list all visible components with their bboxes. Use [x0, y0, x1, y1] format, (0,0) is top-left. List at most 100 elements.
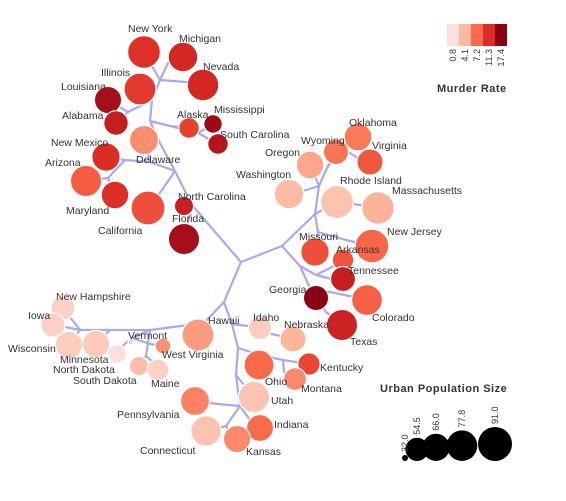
label-nebraska: Nebraska [284, 319, 329, 331]
color-legend-swatches [447, 24, 507, 46]
label-delaware: Delaware [136, 154, 181, 166]
node-north-carolina [173, 195, 195, 217]
node-oklahoma [343, 122, 373, 152]
node-north-dakota [107, 344, 127, 364]
branch-2 [203, 261, 243, 324]
node-nevada [186, 68, 220, 102]
label-arizona: Arizona [45, 157, 81, 169]
size-circle-4 [478, 427, 512, 461]
state-nodes [40, 34, 395, 454]
size-circle-3 [446, 430, 478, 461]
node-california [130, 190, 166, 226]
node-virginia [356, 148, 384, 176]
color-swatch-1 [459, 24, 471, 46]
node-south-dakota [128, 355, 150, 377]
node-hawaii [181, 318, 215, 352]
label-ohio: Ohio [265, 376, 287, 388]
color-swatch-3 [483, 24, 495, 46]
node-michigan [167, 41, 199, 73]
label-kentucky: Kentucky [320, 362, 364, 374]
label-south-dakota: South Dakota [73, 375, 137, 387]
node-rhode-island [319, 184, 355, 220]
node-alaska [178, 117, 200, 139]
size-tick-2: 66.0 [431, 413, 441, 431]
label-washington: Washington [236, 169, 291, 181]
state-labels: New York Michigan Nevada Illinois Louisiana A… [8, 23, 462, 458]
label-hawaii: Hawaii [208, 315, 240, 327]
label-mississippi: Mississippi [214, 104, 265, 116]
size-tick-0: 32.0 [400, 434, 410, 452]
node-montana [283, 367, 308, 392]
color-swatch-4 [495, 24, 507, 46]
label-west-virginia: West Virginia [162, 349, 224, 361]
node-wyoming [322, 138, 350, 166]
color-tick-0: 0.8 [448, 49, 458, 62]
label-new-jersey: New Jersey [387, 226, 443, 238]
label-tennessee: Tennessee [348, 265, 399, 277]
label-south-carolina: South Carolina [220, 129, 290, 141]
label-vermont: Vermont [128, 330, 167, 342]
label-florida: Florida [172, 213, 204, 225]
node-minnesota [81, 329, 111, 359]
label-idaho: Idaho [253, 312, 279, 324]
node-vermont [127, 338, 135, 346]
label-maryland: Maryland [66, 205, 109, 217]
label-michigan: Michigan [179, 33, 221, 45]
node-kansas [222, 424, 252, 454]
node-west-virginia [154, 337, 172, 355]
label-oregon: Oregon [265, 147, 300, 159]
label-alaska: Alaska [177, 109, 209, 121]
node-georgia [302, 284, 330, 312]
node-maryland [100, 180, 130, 210]
node-mississippi [203, 114, 223, 134]
color-legend-title: Murder Rate [437, 83, 507, 95]
node-missouri [300, 237, 330, 267]
label-pennsylvania: Pennsylvania [117, 409, 180, 421]
label-oklahoma: Oklahoma [349, 117, 397, 129]
node-new-mexico [91, 142, 121, 172]
node-iowa [40, 312, 66, 338]
node-nebraska [279, 325, 307, 353]
label-arkansas: Arkansas [336, 244, 380, 256]
label-illinois: Illinois [101, 67, 130, 79]
label-new-hampshire: New Hampshire [56, 291, 131, 303]
size-circle-1 [405, 437, 429, 461]
node-south-carolina [207, 133, 229, 155]
size-legend-ticks: 32.054.5 66.0 77.8 91.0 [400, 406, 500, 452]
size-legend: Urban Population Size 32.054.5 66.0 77.8 91… [380, 383, 512, 461]
node-tennessee [329, 265, 357, 293]
size-tick-1: 54.5 [412, 417, 422, 435]
label-texas: Texas [350, 336, 377, 348]
node-oregon [295, 150, 325, 180]
size-tick-3: 77.8 [457, 410, 467, 428]
size-tick-4: 91.0 [490, 406, 500, 424]
label-kansas: Kansas [246, 446, 281, 458]
node-new-jersey [354, 228, 390, 264]
label-nevada: Nevada [203, 61, 239, 73]
size-circle-0 [402, 455, 408, 461]
node-maine [146, 358, 170, 382]
node-kentucky [297, 352, 321, 376]
color-swatch-0 [447, 24, 459, 46]
node-indiana [245, 413, 275, 443]
label-rhode-island: Rhode Island [340, 175, 402, 187]
label-colorado: Colorado [372, 312, 415, 324]
node-new-york [126, 34, 161, 69]
node-arizona [69, 164, 103, 198]
label-north-carolina: North Carolina [178, 191, 246, 203]
label-utah: Utah [271, 395, 293, 407]
node-texas [325, 308, 359, 342]
label-north-dakota: North Dakota [53, 364, 115, 376]
label-virginia: Virginia [372, 140, 407, 152]
node-ohio [243, 349, 275, 381]
label-alabama: Alabama [62, 110, 104, 122]
label-wyoming: Wyoming [301, 135, 345, 147]
size-legend-title: Urban Population Size [380, 383, 507, 395]
color-legend: 0.8 4.1 7.2 11.3 17.4 Murder Rate [437, 24, 507, 95]
label-california: California [98, 225, 143, 237]
node-massachusetts [361, 191, 395, 225]
label-new-mexico: New Mexico [51, 137, 108, 149]
label-wisconsin: Wisconsin [8, 343, 56, 355]
node-pennsylvania [179, 385, 211, 417]
